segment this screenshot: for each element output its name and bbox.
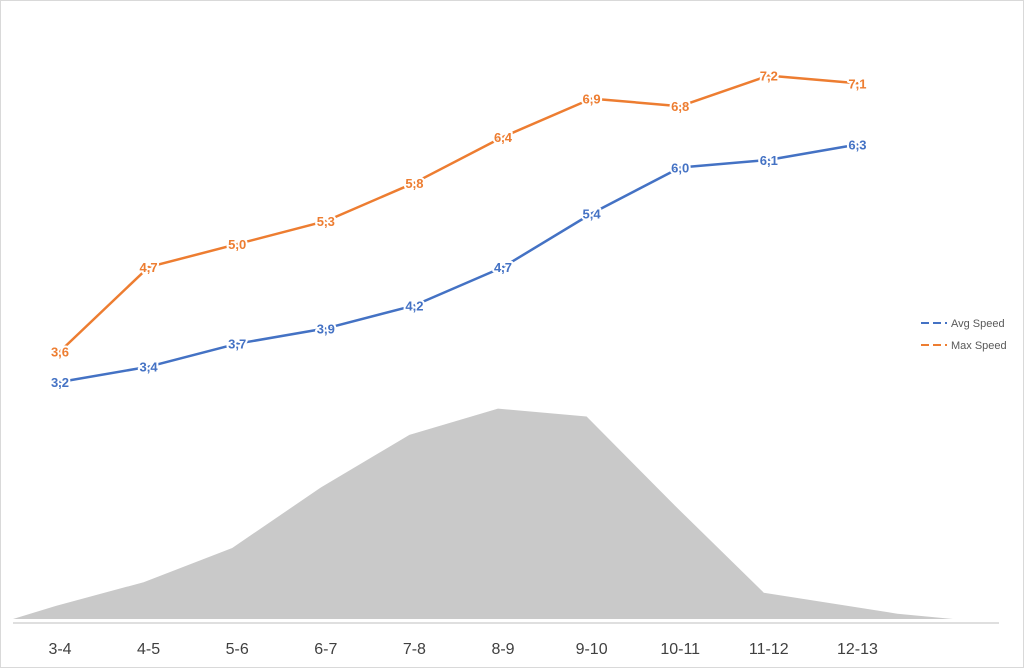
x-tick-label: 7-8 xyxy=(403,641,426,658)
data-label-avg-speed: 3,9 xyxy=(317,321,335,336)
legend-label-max-speed: Max Speed xyxy=(951,340,1007,352)
data-labels: 3,2 3,4 3,7 3,9 4,2 4,7 5,4 6,0 6,1 6,3 3,6 4,7 5,0 5… xyxy=(49,67,868,392)
data-label-avg-speed: 4,7 xyxy=(494,260,512,275)
data-label-avg-speed: 3,7 xyxy=(228,337,246,352)
background-area xyxy=(13,408,953,619)
x-tick-label: 10-11 xyxy=(660,641,700,658)
x-tick-label: 4-5 xyxy=(137,641,160,658)
data-label-max-speed: 4,7 xyxy=(140,260,158,275)
data-label-max-speed: 5,8 xyxy=(405,176,423,191)
x-tick-label: 3-4 xyxy=(48,641,71,658)
data-label-max-speed: 7,1 xyxy=(848,76,866,91)
data-label-avg-speed: 6,1 xyxy=(760,153,778,168)
x-tick-label: 12-13 xyxy=(837,641,878,658)
series-line-avg-speed xyxy=(58,143,859,384)
data-label-max-speed: 6,9 xyxy=(583,92,601,107)
x-tick-label: 8-9 xyxy=(491,641,514,658)
area-layer xyxy=(13,408,953,619)
data-label-max-speed: 5,3 xyxy=(317,214,335,229)
legend-label-avg-speed: Avg Speed xyxy=(951,318,1005,330)
data-label-max-speed: 6,4 xyxy=(494,130,513,145)
data-label-max-speed: 5,0 xyxy=(228,237,246,252)
data-label-avg-speed: 3,4 xyxy=(140,360,159,375)
data-label-max-speed: 7,2 xyxy=(760,69,778,84)
data-label-max-speed: 6,8 xyxy=(671,99,689,114)
series-lines xyxy=(58,74,859,384)
data-label-avg-speed: 4,2 xyxy=(405,298,423,313)
x-tick-label: 9-10 xyxy=(576,641,608,658)
legend: Avg Speed Max Speed xyxy=(921,318,1007,352)
data-label-avg-speed: 6,3 xyxy=(848,138,866,153)
x-tick-label: 11-12 xyxy=(749,641,789,658)
series-line-max-speed xyxy=(58,74,859,353)
data-label-max-speed: 3,6 xyxy=(51,344,69,359)
data-label-avg-speed: 6,0 xyxy=(671,161,689,176)
x-tick-labels: 3-4 4-5 5-6 6-7 7-8 8-9 9-10 10-11 11-12 12-13 xyxy=(48,641,878,658)
x-tick-label: 6-7 xyxy=(314,641,337,658)
data-label-avg-speed: 3,2 xyxy=(51,375,69,390)
x-tick-label: 5-6 xyxy=(226,641,249,658)
data-label-avg-speed: 5,4 xyxy=(583,207,602,222)
